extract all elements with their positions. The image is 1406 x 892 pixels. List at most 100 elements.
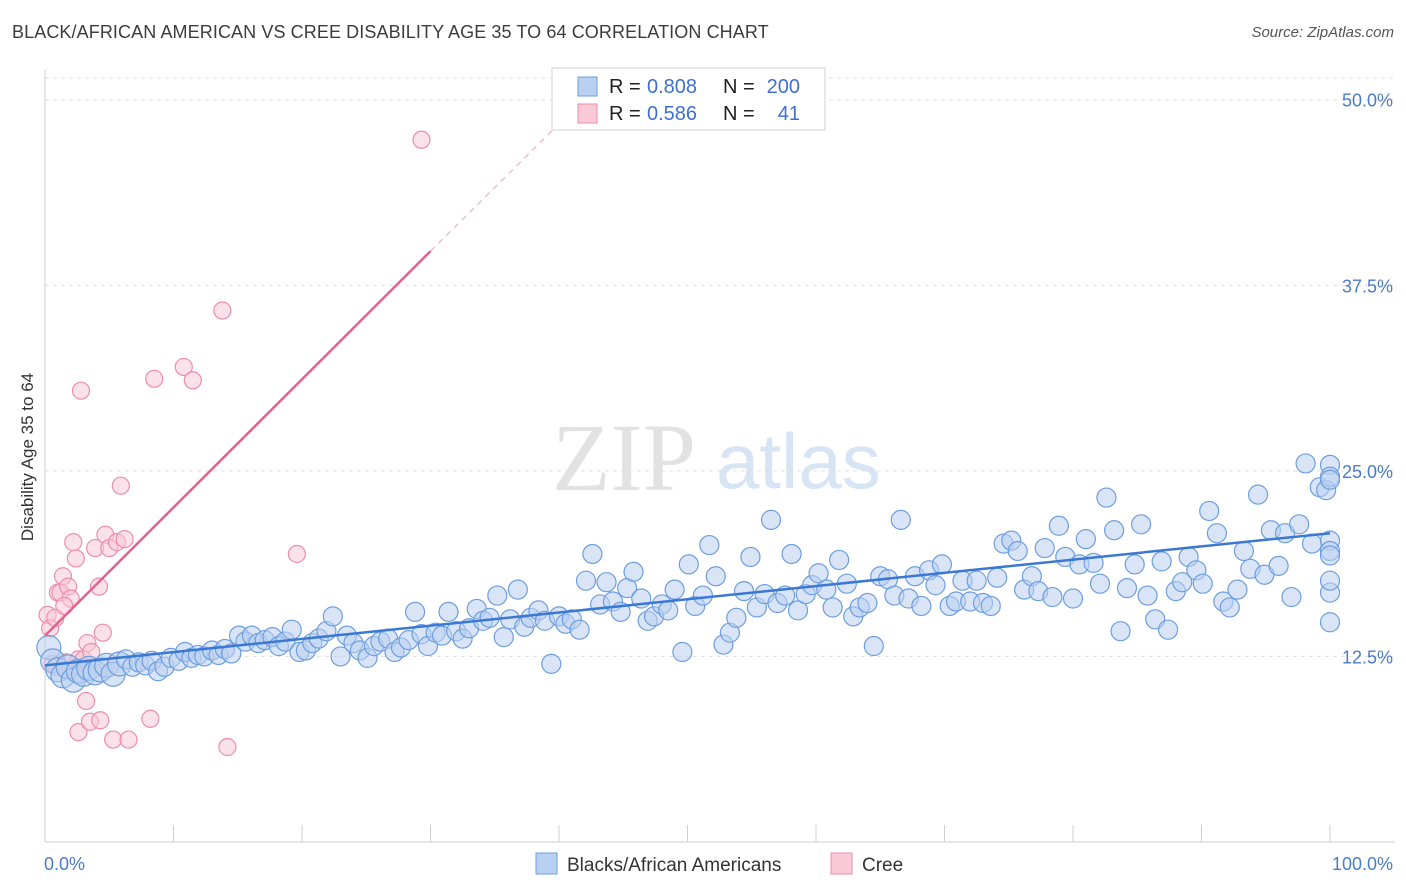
point-blue-172 (1192, 573, 1213, 594)
point-blue-155 (1075, 529, 1096, 550)
point-pink-39 (91, 711, 110, 730)
point-pink-33 (218, 737, 237, 757)
point-blue-45 (322, 606, 343, 627)
point-blue-89 (623, 561, 644, 582)
bottom-legend-swatch-blue (535, 852, 558, 875)
bottom-legend-swatch-pink (830, 852, 853, 875)
chart-source: Source: ZipAtlas.com (1251, 24, 1394, 41)
point-blue-99 (692, 585, 714, 606)
point-blue-124 (863, 635, 884, 657)
point-blue-199 (1319, 545, 1341, 566)
watermark-atlas: atlas (716, 417, 881, 505)
point-blue-142 (987, 567, 1008, 588)
point-blue-139 (966, 570, 987, 591)
point-blue-198 (1319, 570, 1341, 591)
point-blue-141 (980, 595, 1001, 617)
point-blue-163 (1131, 514, 1152, 535)
point-pink-25 (111, 476, 130, 495)
point-pink-29 (145, 369, 164, 388)
x-tick-labels: 0.0% 100.0% (44, 854, 1393, 874)
point-blue-70 (493, 627, 514, 648)
point-pink-36 (69, 723, 88, 742)
bottom-legend-label-pink: Cree (862, 855, 903, 876)
point-blue-164 (1137, 585, 1158, 606)
point-blue-176 (1219, 597, 1240, 618)
point-blue-178 (1233, 540, 1255, 562)
point-blue-104 (726, 607, 747, 628)
point-pink-35 (412, 130, 431, 149)
point-blue-162 (1124, 554, 1145, 575)
point-blue-85 (596, 572, 617, 593)
point-blue-57 (404, 601, 426, 622)
point-blue-101 (705, 566, 726, 587)
legend-n-label-2: N = (723, 103, 755, 125)
point-blue-177 (1227, 579, 1248, 600)
trend-line-pink-extension (430, 117, 566, 252)
point-blue-145 (1007, 540, 1028, 562)
point-blue-185 (1281, 586, 1302, 608)
point-blue-158 (1096, 487, 1117, 508)
legend-n-value-1: 200 (767, 76, 800, 98)
legend-r-label-1: R = (609, 76, 641, 98)
trend-lines (44, 117, 1331, 667)
bottom-legend-label-blue: Blacks/African Americans (567, 855, 781, 876)
point-blue-69 (487, 585, 508, 606)
point-blue-157 (1089, 573, 1111, 594)
point-blue-186 (1289, 514, 1310, 535)
point-blue-196 (1319, 469, 1341, 490)
point-pink-14 (71, 381, 91, 400)
point-pink-37 (77, 691, 96, 711)
point-blue-46 (330, 646, 351, 667)
point-blue-161 (1116, 578, 1138, 599)
point-blue-169 (1172, 572, 1193, 593)
legend-r-label-2: R = (609, 103, 641, 125)
point-blue-94 (658, 600, 679, 621)
point-blue-117 (816, 579, 837, 600)
y-tick-label-1: 25.0% (1342, 462, 1393, 482)
point-blue-134 (931, 554, 953, 575)
legend-r-value-2: 0.586 (647, 103, 697, 125)
point-blue-167 (1157, 619, 1179, 640)
point-blue-109 (760, 509, 782, 530)
point-pink-26 (115, 530, 134, 549)
point-pink-34 (287, 544, 306, 564)
point-blue-180 (1247, 484, 1269, 505)
legend-swatch-blue (577, 76, 598, 97)
point-blue-159 (1104, 520, 1125, 541)
watermark: ZIP atlas (552, 404, 881, 511)
point-blue-192 (1319, 612, 1341, 633)
y-tick-label-2: 37.5% (1342, 276, 1393, 296)
point-blue-183 (1268, 555, 1289, 576)
series-cree (38, 130, 431, 757)
point-pink-19 (89, 577, 109, 596)
point-blue-131 (911, 595, 932, 617)
trend-line-blue (44, 531, 1331, 667)
x-tick-label-0: 0.0% (44, 854, 85, 874)
point-pink-31 (183, 371, 202, 390)
point-pink-12 (66, 549, 85, 568)
point-blue-118 (822, 597, 843, 618)
point-blue-95 (664, 579, 685, 600)
watermark-zip: ZIP (552, 404, 696, 511)
point-blue-123 (857, 592, 878, 614)
y-tick-labels: 12.5% 25.0% 37.5% 50.0% (1342, 91, 1393, 668)
point-blue-151 (1048, 515, 1069, 536)
trend-line-pink (44, 250, 432, 637)
point-blue-150 (1042, 586, 1063, 608)
point-blue-62 (438, 601, 459, 622)
chart-title: BLACK/AFRICAN AMERICAN VS CREE DISABILIT… (12, 22, 769, 42)
legend-swatch-pink (577, 103, 598, 124)
point-blue-160 (1110, 621, 1131, 642)
y-axis-label: Disability Age 35 to 64 (18, 373, 37, 541)
point-blue-72 (507, 579, 528, 600)
point-blue-96 (672, 641, 693, 663)
axes (44, 70, 1395, 843)
point-blue-106 (740, 546, 761, 568)
point-blue-39 (281, 619, 302, 640)
point-blue-81 (569, 619, 590, 640)
point-blue-77 (541, 653, 562, 674)
point-pink-40 (55, 596, 74, 616)
point-blue-82 (575, 570, 597, 591)
point-pink-11 (64, 533, 83, 552)
